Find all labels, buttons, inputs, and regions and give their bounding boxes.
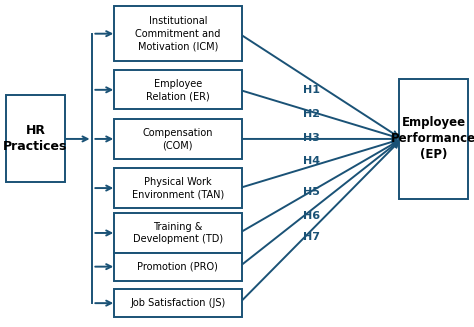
Text: H2: H2 bbox=[303, 109, 320, 119]
Text: H5: H5 bbox=[303, 187, 320, 197]
Text: Training &
Development (TD): Training & Development (TD) bbox=[133, 222, 223, 244]
FancyBboxPatch shape bbox=[114, 213, 242, 253]
Text: Promotion (PRO): Promotion (PRO) bbox=[137, 262, 218, 272]
Text: Job Satisfaction (JS): Job Satisfaction (JS) bbox=[130, 298, 225, 308]
Text: H4: H4 bbox=[303, 156, 320, 166]
FancyBboxPatch shape bbox=[114, 289, 242, 317]
FancyBboxPatch shape bbox=[114, 70, 242, 110]
Text: Employee
Performance
(EP): Employee Performance (EP) bbox=[391, 116, 474, 162]
Text: H6: H6 bbox=[303, 211, 320, 221]
Text: HR
Practices: HR Practices bbox=[3, 125, 68, 153]
Text: Compensation
(COM): Compensation (COM) bbox=[143, 128, 213, 150]
Text: Physical Work
Environment (TAN): Physical Work Environment (TAN) bbox=[132, 177, 224, 199]
FancyBboxPatch shape bbox=[6, 95, 65, 182]
Text: H7: H7 bbox=[303, 232, 320, 242]
FancyBboxPatch shape bbox=[114, 253, 242, 281]
FancyBboxPatch shape bbox=[114, 168, 242, 208]
FancyBboxPatch shape bbox=[114, 6, 242, 61]
Text: Institutional
Commitment and
Motivation (ICM): Institutional Commitment and Motivation … bbox=[135, 16, 220, 51]
Text: H3: H3 bbox=[303, 132, 320, 143]
Text: Employee
Relation (ER): Employee Relation (ER) bbox=[146, 78, 210, 101]
Text: H1: H1 bbox=[303, 85, 320, 95]
FancyBboxPatch shape bbox=[399, 78, 468, 199]
FancyBboxPatch shape bbox=[114, 119, 242, 159]
